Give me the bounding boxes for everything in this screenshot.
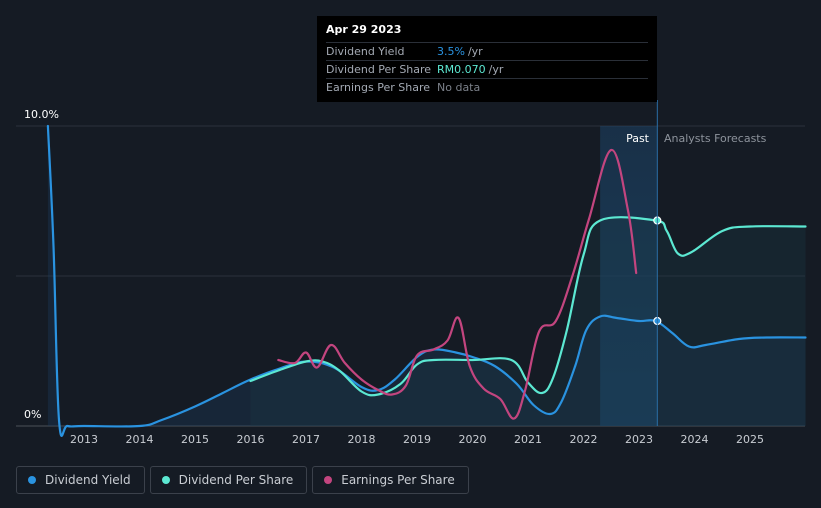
x-tick-label: 2021 [514, 433, 542, 446]
legend-label: Dividend Per Share [178, 473, 294, 487]
tooltip-unit: /yr [488, 63, 504, 76]
chart-legend: Dividend Yield Dividend Per Share Earnin… [16, 466, 469, 494]
tooltip-row-earnings-per-share: Earnings Per Share No data [326, 78, 648, 96]
tooltip-value: 3.5% [437, 45, 465, 58]
y-tick-label-top: 10.0% [24, 108, 59, 121]
y-tick-label-bottom: 0% [24, 408, 41, 421]
x-tick-label: 2020 [459, 433, 487, 446]
x-tick-label: 2019 [403, 433, 431, 446]
legend-dot-icon [324, 476, 333, 484]
data-tooltip: Apr 29 2023 Dividend Yield 3.5% /yr Divi… [317, 16, 657, 102]
tooltip-value: RM0.070 [437, 63, 486, 76]
x-tick-label: 2014 [126, 433, 154, 446]
tooltip-row-dividend-yield: Dividend Yield 3.5% /yr [326, 42, 648, 60]
dividend-per-share-area [250, 217, 806, 426]
legend-label: Dividend Yield [45, 473, 131, 487]
x-tick-label: 2017 [292, 433, 320, 446]
dividend-yield-area [47, 126, 806, 436]
tooltip-value: No data [437, 81, 481, 94]
x-tick-label: 2024 [681, 433, 709, 446]
legend-dot-icon [161, 476, 170, 484]
tooltip-label: Earnings Per Share [326, 81, 431, 94]
tooltip-unit: /yr [467, 45, 483, 58]
tooltip-label: Dividend Yield [326, 45, 405, 58]
x-tick-label: 2015 [181, 433, 209, 446]
tooltip-row-dividend-per-share: Dividend Per Share RM0.070 /yr [326, 60, 648, 78]
tooltip-date: Apr 29 2023 [326, 23, 402, 36]
past-region-band [600, 126, 658, 426]
x-tick-label: 2016 [237, 433, 265, 446]
legend-item-dividend-yield[interactable]: Dividend Yield [16, 466, 145, 494]
legend-item-dividend-per-share[interactable]: Dividend Per Share [149, 466, 308, 494]
legend-dot-icon [28, 476, 36, 484]
series-areas [47, 126, 806, 436]
x-axis-ticks: 2013 2014 2015 2016 2017 2018 2019 2020 2021 2022… [70, 433, 764, 446]
x-tick-label: 2025 [736, 433, 764, 446]
legend-label: Earnings Per Share [341, 473, 455, 487]
past-label: Past [626, 132, 650, 145]
tooltip-label: Dividend Per Share [326, 63, 432, 76]
earnings-per-share-line [277, 148, 638, 420]
x-tick-label: 2023 [625, 433, 653, 446]
x-tick-label: 2018 [348, 433, 376, 446]
legend-item-earnings-per-share[interactable]: Earnings Per Share [312, 466, 469, 494]
x-tick-label: 2013 [70, 433, 98, 446]
x-tick-label: 2022 [570, 433, 598, 446]
forecast-label: Analysts Forecasts [664, 132, 767, 145]
